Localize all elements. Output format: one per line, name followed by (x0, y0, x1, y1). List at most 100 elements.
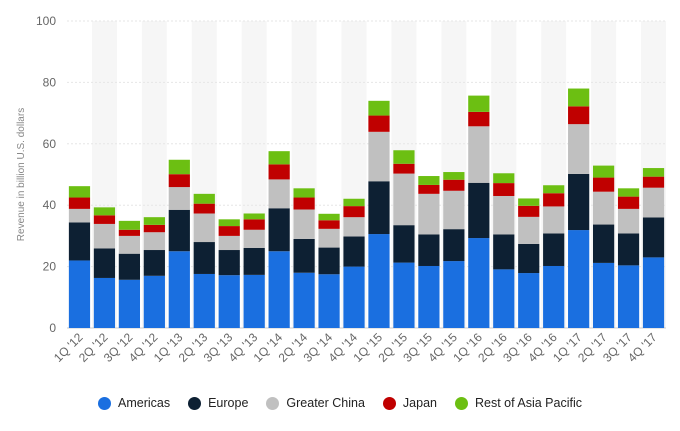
bar-segment (418, 193, 440, 235)
bar-segment (543, 193, 565, 207)
legend-swatch-icon (382, 396, 396, 410)
bar-segment (468, 182, 490, 239)
bar-segment (393, 225, 415, 263)
bar-segment (168, 174, 190, 188)
x-tick-label: 4Q '17 (625, 330, 660, 365)
bar-segment (642, 257, 665, 328)
bar-segment (343, 217, 365, 237)
bar-segment (443, 172, 465, 180)
bar-segment (343, 206, 365, 218)
bar-segment (118, 235, 141, 254)
bar-segment (592, 165, 615, 178)
bar-segment (68, 260, 91, 328)
legend-item[interactable]: Europe (188, 396, 248, 410)
bar-segment (293, 197, 315, 210)
bar-segment (518, 216, 540, 244)
bar-segment (468, 238, 490, 328)
bar-segment (518, 198, 540, 206)
bar-segment (592, 262, 615, 328)
bar-segment (68, 197, 91, 209)
legend-label: Rest of Asia Pacific (474, 396, 582, 410)
bar-segment (143, 232, 165, 251)
bar-segment (293, 272, 315, 328)
bar-segment (543, 233, 565, 266)
bar-segment (218, 235, 240, 251)
bar-segment (318, 247, 340, 275)
bar-segment (93, 207, 116, 216)
legend-item[interactable]: Japan (382, 396, 437, 410)
bar-segment (218, 219, 240, 227)
bar-segment (268, 151, 290, 165)
bar-segment (143, 250, 165, 276)
bar-segment (617, 188, 640, 197)
bars (68, 88, 665, 328)
bar-segment (268, 208, 290, 252)
legend: Americas Europe Greater China Japan Rest of … (0, 396, 680, 410)
bar-segment (68, 222, 91, 261)
bar-segment (543, 185, 565, 194)
bar-segment (393, 262, 415, 328)
bar-segment (193, 273, 215, 328)
legend-item[interactable]: Americas (98, 396, 170, 410)
y-tick-label: 100 (36, 14, 56, 28)
bar-segment (493, 195, 515, 235)
bar-segment (592, 224, 615, 263)
bar-segment (518, 205, 540, 217)
bar-segment (468, 111, 490, 127)
bar-segment (118, 220, 141, 230)
bar-segment (68, 186, 91, 198)
bar-segment (642, 176, 665, 188)
bar-segment (617, 208, 640, 234)
bar-segment (368, 234, 390, 328)
bar-segment (93, 248, 116, 278)
bar-segment (93, 223, 116, 249)
bar-segment (118, 253, 141, 280)
bar-segment (368, 131, 390, 182)
legend-item[interactable]: Rest of Asia Pacific (454, 396, 582, 410)
bar-segment (617, 196, 640, 209)
bar-segment (592, 191, 615, 225)
bar-segment (243, 213, 265, 220)
bar-segment (393, 173, 415, 226)
bar-segment (193, 193, 215, 204)
bar-segment (468, 95, 490, 112)
bar-segment (168, 209, 190, 252)
bar-segment (418, 265, 440, 328)
legend-label: Europe (208, 396, 249, 410)
bar-segment (393, 150, 415, 164)
bar-segment (318, 213, 340, 221)
bar-segment (568, 106, 590, 125)
bar-segment (143, 275, 165, 328)
y-tick-label: 20 (43, 260, 57, 274)
bar-segment (168, 187, 190, 210)
bar-segment (543, 265, 565, 328)
legend-item[interactable]: Greater China (266, 396, 365, 410)
legend-label: Greater China (286, 396, 365, 410)
bar-segment (243, 229, 265, 248)
bar-segment (318, 274, 340, 328)
bar-segment (343, 236, 365, 267)
bar-segment (293, 209, 315, 239)
bar-segment (243, 247, 265, 275)
bar-segment (468, 126, 490, 183)
bar-segment (243, 274, 265, 328)
bar-segment (642, 168, 665, 177)
bar-segment (568, 124, 590, 174)
bar-segment (418, 234, 440, 266)
bar-segment (168, 159, 190, 175)
bar-segment (443, 229, 465, 262)
bar-segment (443, 190, 465, 230)
bar-segment (218, 275, 240, 328)
bar-segment (118, 279, 141, 328)
grid-lines (67, 20, 666, 329)
bar-segment (268, 164, 290, 180)
bar-segment (493, 269, 515, 328)
bar-segment (243, 219, 265, 230)
y-tick-label: 0 (49, 321, 56, 335)
bar-segment (642, 217, 665, 258)
bar-segment (118, 229, 141, 236)
bar-segment (393, 163, 415, 174)
bar-segment (193, 203, 215, 214)
bar-segment (268, 179, 290, 209)
